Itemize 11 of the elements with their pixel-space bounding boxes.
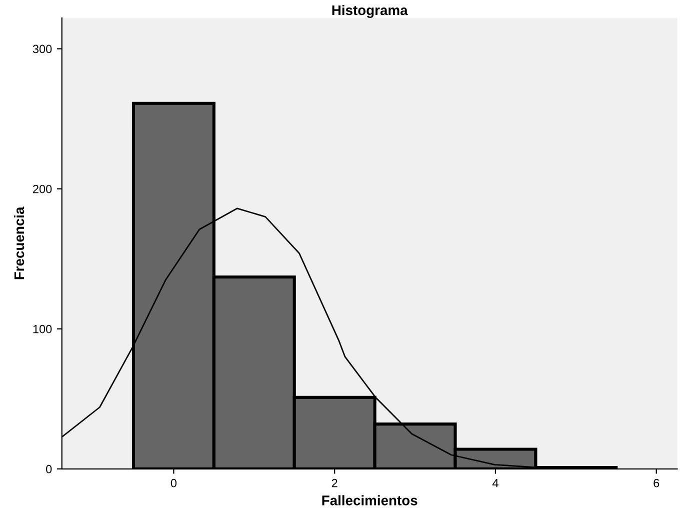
x-tick-label: 2 bbox=[332, 478, 338, 488]
y-tick-label: 300 bbox=[32, 44, 52, 54]
chart-title: Histograma bbox=[332, 4, 408, 18]
x-axis-title: Fallecimientos bbox=[322, 495, 418, 506]
y-tick-label: 200 bbox=[33, 184, 52, 194]
y-tick-label: 100 bbox=[33, 324, 52, 334]
x-tick-label: 0 bbox=[170, 478, 177, 488]
y-axis-title: Frecuencia bbox=[14, 206, 24, 280]
x-tick-label: 6 bbox=[654, 478, 660, 488]
x-tick-label: 4 bbox=[492, 479, 498, 488]
y-tick-label: 0 bbox=[46, 464, 52, 474]
